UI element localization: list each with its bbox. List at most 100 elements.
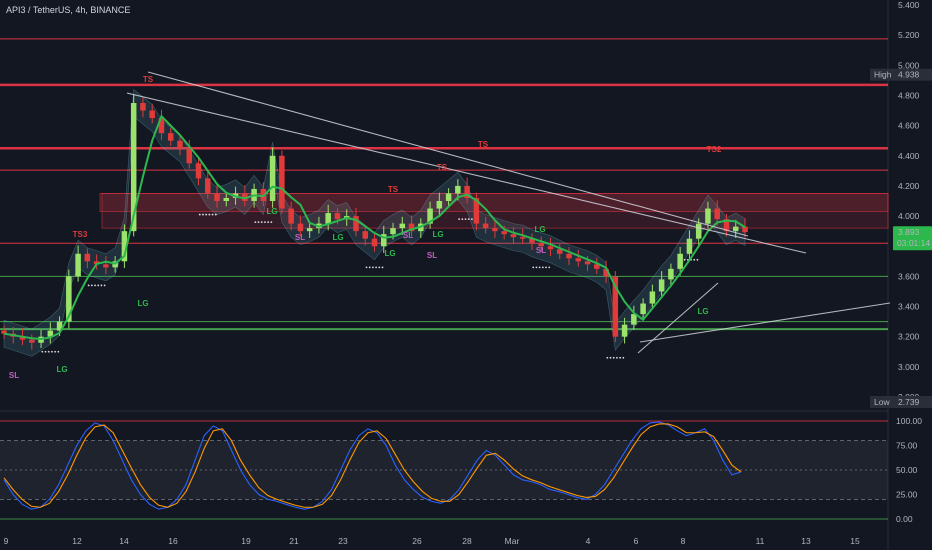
- dot-marker: [260, 221, 263, 224]
- candle-body: [529, 238, 535, 244]
- oscillator-axis: 100.00 75.00 50.00 25.00 0.00: [896, 416, 922, 524]
- resistance-zone-1: [99, 193, 889, 212]
- candle-body: [566, 253, 572, 259]
- dot-marker: [44, 350, 47, 353]
- dot-marker: [378, 266, 381, 269]
- dot-marker: [381, 266, 384, 269]
- date-label: 13: [801, 536, 811, 546]
- dot-marker: [103, 284, 106, 287]
- date-label: 26: [412, 536, 422, 546]
- signal-label: LG: [384, 249, 395, 258]
- low-value-bg: [896, 396, 932, 408]
- candle-body: [732, 226, 739, 232]
- candle-body: [186, 148, 193, 164]
- candle-body: [723, 219, 730, 232]
- signal-label: LG: [432, 230, 443, 239]
- signal-label: SL: [427, 251, 437, 260]
- dot-marker: [270, 221, 273, 224]
- dot-marker: [368, 266, 371, 269]
- dot-marker: [365, 266, 368, 269]
- signal-label: TS: [143, 75, 154, 84]
- candle-body: [353, 216, 359, 232]
- price-tick-label: 3.600: [898, 271, 920, 281]
- candle-body: [19, 336, 26, 340]
- dot-marker: [202, 213, 204, 216]
- dot-marker: [606, 356, 609, 359]
- dot-marker: [541, 266, 544, 269]
- candle-body: [362, 231, 368, 239]
- dot-marker: [609, 356, 612, 359]
- signal-label: TS2: [707, 145, 722, 154]
- dot-marker: [683, 258, 686, 261]
- dot-marker: [205, 213, 208, 216]
- dot-marker: [548, 266, 551, 269]
- candle-body: [436, 201, 443, 209]
- signal-label: SL: [536, 246, 546, 255]
- candle-body: [242, 193, 248, 201]
- candle-body: [177, 140, 183, 149]
- dot-marker: [693, 258, 696, 261]
- date-label: 23: [338, 536, 348, 546]
- candle-body: [584, 261, 591, 265]
- signal-label: LG: [697, 307, 708, 316]
- signal-label: TS3: [73, 230, 88, 239]
- chart-title: API3 / TetherUS, 4h, BINANCE: [6, 5, 130, 15]
- candle-body: [279, 155, 285, 209]
- candle-body: [714, 208, 720, 220]
- oscillator-tick-label: 100.00: [896, 416, 922, 426]
- countdown: 03:01:14: [897, 238, 930, 248]
- dot-marker: [467, 218, 470, 220]
- candle-body: [306, 228, 313, 232]
- dot-marker: [464, 218, 467, 220]
- dot-marker: [87, 284, 90, 287]
- candle-body: [603, 268, 609, 277]
- oscillator-band: [0, 440, 888, 500]
- candle-body: [594, 264, 600, 269]
- candle-body: [492, 228, 498, 232]
- candle-body: [121, 231, 128, 262]
- price-tick-label: 3.000: [898, 362, 920, 372]
- date-label: 14: [119, 536, 129, 546]
- signal-label: TS: [388, 185, 399, 194]
- date-label: 4: [586, 536, 591, 546]
- dot-marker: [375, 266, 377, 269]
- time-axis[interactable]: 9 12 14 16 19 21 23 26 28 Mar 4 6 8 11 13 15: [4, 536, 860, 546]
- candle-body: [390, 228, 396, 235]
- candle-body: [214, 193, 220, 201]
- signal-label: SL: [295, 233, 305, 242]
- date-label: Mar: [505, 536, 520, 546]
- dot-marker: [264, 221, 266, 224]
- dot-marker: [51, 350, 53, 353]
- dot-marker: [257, 221, 260, 224]
- candle-body: [84, 253, 91, 262]
- dot-marker: [532, 266, 535, 269]
- trendlines[interactable]: [126, 71, 891, 354]
- date-label: 19: [241, 536, 251, 546]
- date-label: 28: [462, 536, 472, 546]
- dot-marker: [622, 356, 625, 359]
- high-badge-label: High: [874, 70, 892, 80]
- moving-average: [3, 114, 746, 340]
- dot-marker: [57, 350, 60, 353]
- low-value: 2.739: [898, 397, 920, 407]
- price-tick-label: 4.200: [898, 181, 920, 191]
- high-value-bg: [896, 68, 932, 81]
- date-label: 8: [681, 536, 686, 546]
- candle-body: [677, 253, 683, 269]
- high-badge-bg: [870, 68, 896, 81]
- signal-label: LG: [534, 225, 545, 234]
- candle-body: [75, 253, 81, 277]
- dot-marker: [545, 266, 547, 269]
- trendline-1: [147, 71, 749, 237]
- dot-marker: [254, 221, 257, 224]
- candle-body: [140, 103, 146, 111]
- low-badge-label: Low: [874, 397, 890, 407]
- candle-body: [66, 276, 72, 322]
- candle-body: [621, 324, 628, 337]
- signal-label: SL: [403, 231, 413, 240]
- candle-body: [455, 185, 461, 194]
- stoch-line-1: [3, 423, 742, 508]
